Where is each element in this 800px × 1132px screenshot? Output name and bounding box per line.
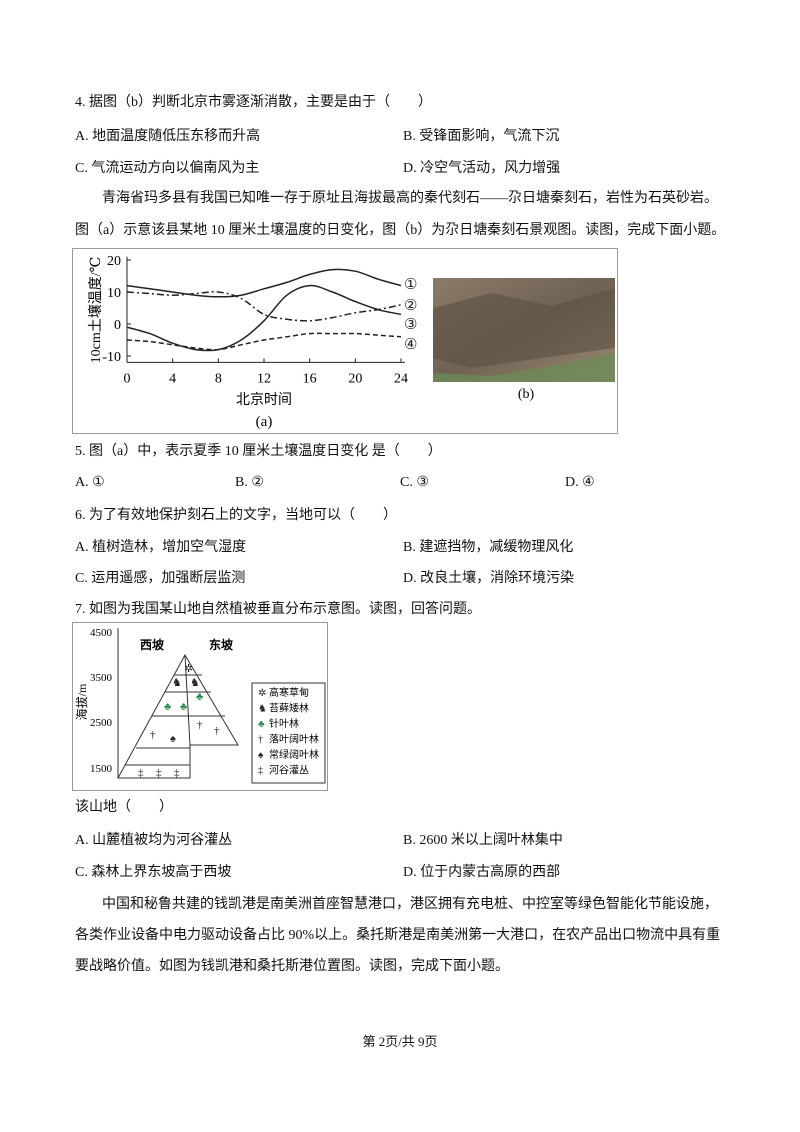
figure-border	[72, 248, 618, 434]
y-tick-label: 2500	[90, 717, 113, 729]
y-tick-label: 10	[107, 286, 121, 301]
legend-icon: ✲	[258, 688, 266, 699]
y-axis-label: 海拔/m	[74, 683, 89, 720]
option: B. 建遮挡物，减缓物理风化	[403, 540, 574, 555]
series-label: ④	[404, 337, 417, 353]
photo-caption: (b)	[518, 387, 535, 402]
x-tick-label: 20	[348, 371, 362, 386]
option: D. ④	[565, 475, 595, 490]
legend-icon: ♞	[258, 704, 267, 715]
option: B. ②	[235, 475, 264, 490]
y-tick-label: 20	[107, 254, 121, 269]
legend-label: 针叶林	[269, 717, 299, 730]
question: 7. 如图为我国某山地自然植被垂直分布示意图。读图，回答问题。	[75, 602, 481, 617]
option: B. 2600 米以上阔叶林集中	[403, 833, 563, 848]
question: 该山地（ ）	[75, 800, 173, 815]
option: D. 改良土壤，消除环境污染	[403, 571, 575, 586]
option: C. 运用遥感，加强断层监测	[75, 571, 246, 586]
legend-icon: †	[258, 735, 263, 746]
legend-label: 常绿阔叶林	[269, 748, 319, 761]
footer: 第 2页/共 9页	[362, 1034, 438, 1049]
paragraph-line: 青海省玛多县有我国已知唯一存于原址且海拔最高的秦代刻石——尕日塘秦刻石，岩性为石…	[102, 191, 718, 206]
legend-box	[251, 682, 326, 784]
legend-label: 苔藓矮林	[269, 702, 309, 715]
option: D. 冷空气活动，风力增强	[403, 161, 561, 176]
option: C. 森林上界东坡高于西坡	[75, 865, 232, 880]
series-line	[126, 332, 402, 351]
x-tick-label: 16	[303, 371, 317, 386]
y-tick-label: 3500	[90, 672, 113, 684]
photo-grass	[433, 353, 615, 382]
legend-label: 落叶阔叶林	[269, 733, 319, 746]
series-label: ③	[404, 317, 417, 333]
slope-label: 东坡	[209, 637, 234, 652]
option: A. ①	[75, 475, 105, 490]
x-axis-label: 北京时间	[236, 392, 292, 408]
option: B. 受锋面影响，气流下沉	[403, 129, 560, 144]
y-tick-label: -10	[102, 350, 121, 365]
x-tick-label: 8	[215, 371, 222, 386]
y-axis-label: 10cm土壤温度/℃	[87, 257, 104, 364]
svg-text:‡: ‡	[156, 767, 162, 779]
zone-lines	[125, 674, 225, 766]
option: A. 植树造林，增加空气湿度	[75, 540, 247, 555]
chart-caption: (a)	[256, 414, 273, 430]
paragraph-line: 要战略价值。如图为钱凯港和桑托斯港位置图。读图，完成下面小题。	[75, 959, 509, 974]
series-label: ②	[404, 298, 417, 314]
question: 6. 为了有效地保护刻石上的文字，当地可以（ ）	[75, 508, 397, 523]
svg-text:♞: ♞	[172, 677, 182, 689]
photo-rock	[433, 288, 615, 368]
vegetation-icons: ✲♞ ♞ ♣ ♣♣ † ♠† † ‡ ‡ ‡	[138, 663, 220, 779]
option: A. 山麓植被均为河谷灌丛	[75, 833, 233, 848]
series-line	[126, 268, 402, 298]
svg-text:♣: ♣	[180, 701, 187, 713]
question: 5. 图（a）中，表示夏季 10 厘米土壤温度日变化 是（ ）	[75, 444, 442, 459]
paragraph-line: 中国和秘鲁共建的钱凯港是南美洲首座智慧港口，港区拥有充电桩、中控室等绿色智能化节…	[102, 897, 718, 912]
svg-text:♞: ♞	[190, 677, 200, 689]
series-line	[126, 284, 402, 352]
legend-icon: ‡	[258, 766, 263, 777]
svg-text:♣: ♣	[196, 691, 203, 703]
paragraph-line: 各类作业设备中电力驱动设备占比 90%以上。桑托斯港是南美洲第一大港口，在农产品…	[75, 928, 721, 943]
option: A. 地面温度随低压东移而升高	[75, 129, 261, 144]
y-tick-label: 0	[114, 318, 121, 333]
option: D. 位于内蒙古高原的西部	[403, 865, 561, 880]
slope-label: 西坡	[140, 637, 165, 652]
paragraph-line: 图（a）示意该县某地 10 厘米土壤温度的日变化，图（b）为尕日塘秦刻石景观图。…	[75, 223, 726, 238]
svg-text:†: †	[197, 719, 203, 731]
legend-label: 高寒草甸	[269, 686, 309, 699]
option: C. ③	[400, 475, 429, 490]
y-tick-label: 1500	[90, 763, 113, 775]
svg-text:✲: ✲	[184, 663, 193, 675]
svg-text:♣: ♣	[164, 701, 171, 713]
svg-text:†: †	[214, 725, 220, 737]
series-line	[126, 291, 402, 322]
svg-text:‡: ‡	[174, 767, 180, 779]
svg-text:†: †	[150, 729, 156, 741]
svg-text:‡: ‡	[138, 767, 144, 779]
x-tick-label: 0	[124, 371, 131, 386]
svg-text:♠: ♠	[170, 733, 176, 745]
series-label: ①	[404, 277, 417, 293]
figure: 海拔/m 4500 3500 2500 1500 西坡 东坡 ✲♞ ♞ ♣ ♣♣ †…	[72, 622, 328, 791]
legend-icon: ♣	[258, 719, 265, 730]
legend-label: 河谷灌丛	[269, 765, 309, 777]
option: C. 气流运动方向以偏南风为主	[75, 161, 260, 176]
y-tick-label: 4500	[90, 627, 113, 639]
x-tick-label: 12	[257, 371, 271, 386]
legend-icon: ♠	[258, 750, 264, 761]
x-tick-label: 24	[394, 371, 408, 386]
ridge	[184, 654, 191, 746]
figure-border	[72, 622, 328, 791]
question: 4. 据图（b）判断北京市雾逐渐消散，主要是由于（ ）	[75, 95, 432, 110]
x-tick-label: 4	[169, 371, 176, 386]
